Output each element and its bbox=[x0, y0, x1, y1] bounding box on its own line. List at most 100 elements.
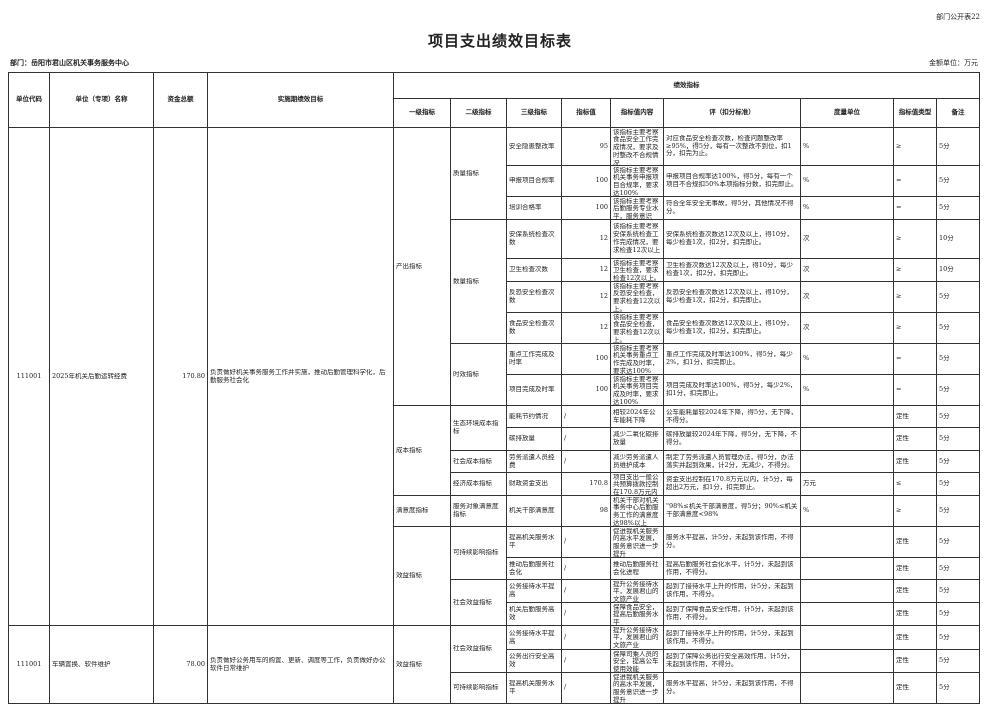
remark-score: 5分 bbox=[935, 127, 981, 166]
remark-score: 5分 bbox=[935, 450, 981, 473]
measure-unit-text: % bbox=[803, 142, 810, 150]
remark-score-text: 5分 bbox=[939, 177, 950, 185]
indicator-value-text: / bbox=[564, 564, 567, 572]
indicator-value-text: / bbox=[564, 435, 567, 443]
scoring-standard-text: 重点工作完成及时率达100%，得5分，每少2%，扣1分，扣完即止。 bbox=[666, 351, 793, 366]
level1-indicator-text: 满意度指标 bbox=[396, 507, 429, 515]
level3-indicator-text: 公务接待水平提高 bbox=[509, 629, 555, 645]
measure-unit: % bbox=[800, 127, 894, 166]
header-value: 指标值 bbox=[561, 98, 611, 128]
indicator-value: / bbox=[561, 672, 611, 704]
scoring-standard-text: 制定了劳务派遣人员管理办法，得5分，办法落实并起到效果，计2分，无减少，不得分。 bbox=[666, 453, 794, 469]
indicator-content-text: 该指标主要考察机关事务重点工作完成及时率，要求达100% bbox=[613, 344, 659, 374]
remark-score: 5分 bbox=[935, 374, 981, 406]
indicator-content-text: 提升公务接待水平，发展君山的文旅产业 bbox=[613, 580, 659, 602]
level3-indicator-text: 提高机关服务水平 bbox=[509, 680, 555, 695]
indicator-value-text: / bbox=[564, 657, 567, 665]
value-type-text: = bbox=[896, 386, 902, 394]
scoring-standard: 卫生检查次数达12次及以上，得10分，每少检查1次，扣2分，扣完即止。 bbox=[663, 258, 801, 282]
indicator-content-text: 保障食品安全，提高后勤服务水平 bbox=[613, 603, 659, 625]
measure-unit-text: % bbox=[803, 177, 810, 185]
level2-indicator: 数量指标 bbox=[450, 219, 507, 344]
level1-indicator-text: 效益指标 bbox=[396, 572, 422, 580]
indicator-content: 该指标主要考察反恐安全检查，要求检查12次以上。 bbox=[610, 281, 664, 313]
value-type-text: ≥ bbox=[896, 235, 902, 243]
header-level1: 一级指标 bbox=[393, 98, 451, 128]
scoring-standard: 碳排放量较2024年下降，得5分，无下降，不得分。 bbox=[663, 427, 801, 451]
indicator-value-text: 95 bbox=[599, 142, 608, 150]
remark-score: 5分 bbox=[935, 281, 981, 313]
indicator-value: 100 bbox=[561, 343, 611, 375]
table-number: 部门公开表22 bbox=[936, 13, 980, 21]
remark-score: 5分 bbox=[935, 625, 981, 650]
remark-score-text: 5分 bbox=[939, 564, 950, 572]
level3-indicator: 安全隐患整改率 bbox=[506, 127, 562, 166]
indicator-content: 相较2024年公车能耗下降 bbox=[610, 405, 664, 428]
level3-indicator-text: 卫生检查次数 bbox=[509, 266, 548, 274]
indicator-value-text: 12 bbox=[599, 266, 608, 274]
level2-indicator-text: 时效指标 bbox=[453, 370, 479, 378]
value-type: = bbox=[893, 196, 937, 220]
indicator-value: 100 bbox=[561, 374, 611, 406]
value-type-text: 定性 bbox=[896, 538, 909, 546]
level2-indicator: 生态环境成本指标 bbox=[450, 405, 507, 451]
project-name-text: 2025年机关后勤运转经费 bbox=[52, 372, 128, 380]
scoring-standard-text: 对应食品安全检查次数，检查问题整改率≥95%，得5分，每有一次整改不到位，扣1分… bbox=[666, 134, 792, 158]
indicator-value-text: / bbox=[564, 412, 567, 420]
remark-score: 5分 bbox=[935, 526, 981, 558]
remark-score-text: 10分 bbox=[939, 266, 954, 274]
measure-unit: % bbox=[800, 374, 894, 406]
implementation-goal-text: 负责做好公务用车的购置、更新、调度等工作，负责做好办公软件日常维护 bbox=[210, 656, 386, 672]
scoring-standard: 提高后勤服务社会化水平，计5分，未起到该作用，不得分。 bbox=[663, 557, 801, 580]
level3-indicator: 碳排放量 bbox=[506, 427, 562, 451]
value-type: ≥ bbox=[893, 312, 937, 344]
level3-indicator: 公务出行安全高效 bbox=[506, 649, 562, 673]
implementation-goal: 负责做好公务用车的购置、更新、调度等工作，负责做好办公软件日常维护 bbox=[207, 625, 394, 704]
scoring-standard: 符合全年安全无事故，得5分，其他情况不得分。 bbox=[663, 196, 801, 220]
indicator-content-text: 提升公务接待水平，发展君山的文旅产业 bbox=[613, 626, 659, 649]
remark-score-text: 5分 bbox=[939, 142, 950, 150]
level3-indicator-text: 机关干部满意度 bbox=[509, 507, 555, 515]
remark-score-text: 5分 bbox=[939, 355, 950, 363]
level3-indicator-text: 反恐安全检查次数 bbox=[509, 289, 555, 304]
level3-indicator: 公务接待水平提高 bbox=[506, 579, 562, 603]
value-type-text: 定性 bbox=[896, 633, 909, 641]
level1-indicator-text: 效益指标 bbox=[396, 660, 422, 668]
scoring-standard: 对应食品安全检查次数，检查问题整改率≥95%，得5分，每有一次整改不到位，扣1分… bbox=[663, 127, 801, 166]
remark-score-text: 5分 bbox=[939, 204, 950, 212]
indicator-content-text: 保障司乘人员的安全，提高公车使用效能 bbox=[613, 650, 659, 672]
value-type: 定性 bbox=[893, 526, 937, 558]
remark-score-text: 5分 bbox=[939, 684, 950, 692]
value-type: ≥ bbox=[893, 495, 937, 527]
project-name: 2025年机关后勤运转经费 bbox=[49, 127, 154, 626]
indicator-value-text: / bbox=[564, 684, 567, 692]
indicator-value: / bbox=[561, 625, 611, 650]
indicator-content: 该指标主要考察机关事务项目完成及时率，要求达100% bbox=[610, 374, 664, 406]
scoring-standard: 起到了保障食品安全作用，计5分，未起到该作用，不得分。 bbox=[663, 602, 801, 626]
header-content: 指标值内容 bbox=[610, 98, 664, 128]
table-row: 项目完成及时率 100 该指标主要考察机关事务项目完成及时率，要求达100% 项目完成… bbox=[9, 374, 981, 406]
indicator-content-text: 该指标主要考察机关事务申报项目合规率，要求达100% bbox=[613, 166, 659, 196]
scoring-standard-text: 服务水平提高，计5分，未起到该作用，不得分。 bbox=[666, 680, 794, 695]
level3-indicator-text: 提高机关服务水平 bbox=[509, 534, 555, 549]
page-title: 项目支出绩效目标表 bbox=[427, 32, 572, 50]
table-row: 推动后勤服务社会化 / 推动后勤服务社会化进程 提高后勤服务社会化水平，计5分，未起到… bbox=[9, 557, 981, 580]
measure-unit: 次 bbox=[800, 281, 894, 313]
indicator-value-text: 100 bbox=[595, 177, 608, 185]
measure-unit-text: 次 bbox=[803, 293, 810, 301]
measure-unit bbox=[800, 557, 894, 580]
scoring-standard: 反恐安全检查次数达12次及以上，得10分，每少检查1次，扣2分，扣完即止。 bbox=[663, 281, 801, 313]
indicator-content: 项目支出一般公共预算拨款控制在170.8万元内 bbox=[610, 472, 664, 496]
fund-amount-text: 170.80 bbox=[182, 372, 205, 380]
remark-score: 10分 bbox=[935, 258, 981, 282]
scoring-standard: 起到了接待水平上升的作用，计5分，未起到该作用，不得分。 bbox=[663, 625, 801, 650]
remark-score-text: 5分 bbox=[939, 587, 950, 595]
scoring-standard-text: 服务水平提高，计5分，未起到该作用，不得分。 bbox=[666, 534, 794, 549]
indicator-value: 12 bbox=[561, 219, 611, 259]
indicator-content-text: 该指标主要考察机关事务项目完成及时率，要求达100% bbox=[613, 375, 659, 405]
value-type-text: ≥ bbox=[896, 142, 902, 150]
level3-indicator: 推动后勤服务社会化 bbox=[506, 557, 562, 580]
value-type-text: 定性 bbox=[896, 684, 909, 692]
indicator-content: 保障食品安全，提高后勤服务水平 bbox=[610, 602, 664, 626]
measure-unit: 次 bbox=[800, 258, 894, 282]
